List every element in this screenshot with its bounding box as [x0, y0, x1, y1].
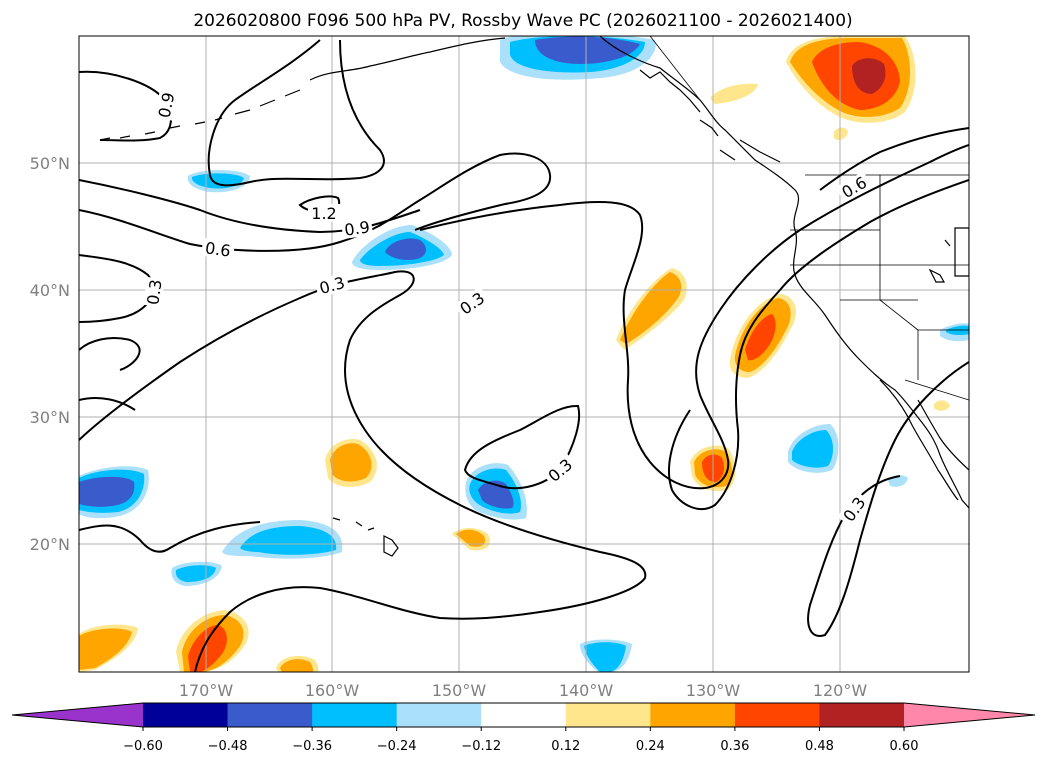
colorbar-segment [565, 703, 651, 727]
colorbar-segment [650, 703, 736, 727]
pos-blob-126w36n-strong [745, 314, 776, 361]
contour-west-south [79, 521, 261, 553]
pv-shading [79, 36, 969, 672]
pos-blob-149w20n-mid [456, 529, 486, 547]
contour-label-bg-7 [541, 452, 579, 488]
gridlines [79, 36, 969, 672]
alaska-canada-border [649, 36, 701, 101]
map-panel: 0.9 1.2 0.9 0.6 0.3 0.3 0.3 0.3 0.6 0.3 [78, 35, 970, 673]
contour-labels: 0.9 1.2 0.9 0.6 0.3 0.3 0.3 0.3 0.6 0.3 [143, 89, 873, 528]
colorbar-segment [481, 703, 567, 727]
pos-blob-small-north [834, 127, 848, 140]
pos-blob-gulf-alaska [710, 83, 758, 104]
contour-label-5: 0.3 [143, 278, 165, 306]
figure-title: 2026020800 F096 500 hPa PV, Rossby Wave … [193, 11, 852, 31]
colorbar-tick-label: −0.48 [208, 739, 248, 754]
state-borders [790, 175, 969, 401]
colorbar-segment [734, 703, 820, 727]
colorbar-segments [143, 703, 905, 727]
lat-label-20n: 20°N [30, 535, 70, 554]
colorbar-tick-label: 0.36 [720, 739, 749, 754]
colorbar-extend-low [12, 703, 143, 727]
colorbar-tick-label: −0.60 [123, 739, 163, 754]
bc-islands [639, 69, 781, 163]
lon-label-150w: 150°W [432, 681, 487, 700]
lat-label-50n: 50°N [30, 154, 70, 173]
neg-blob-west-edge-dark [79, 476, 135, 507]
colorbar-segment [227, 703, 313, 727]
contour-label-bg-1 [308, 204, 340, 222]
contour-0.3-trough [419, 144, 969, 490]
borders [649, 36, 969, 401]
lon-label-130w: 130°W [686, 681, 741, 700]
colorbar-tick-label: −0.36 [292, 739, 332, 754]
longitude-labels: 170°W 160°W 150°W 140°W 130°W 120°W [179, 681, 868, 700]
hawaii-islands [332, 517, 399, 557]
neg-blob-157w43n-dark [385, 238, 426, 260]
colorbar-tick-label: 0.60 [890, 739, 919, 754]
contour-label-3: 0.6 [204, 238, 232, 260]
lat-label-40n: 40°N [30, 281, 70, 300]
contour-0.3-inner [79, 337, 141, 411]
contour-label-0: 0.9 [155, 91, 179, 120]
map-background [79, 36, 969, 672]
lon-label-120w: 120°W [813, 681, 868, 700]
contour-label-bg-4 [314, 272, 350, 298]
contour-label-bg-8 [835, 171, 873, 203]
pos-blob-baja-small [934, 400, 950, 411]
contour-label-bg-9 [837, 490, 871, 528]
lon-label-170w: 170°W [179, 681, 234, 700]
contour-0.6-east [668, 127, 969, 510]
map-frame [78, 35, 970, 673]
pos-blob-162w-mid [280, 659, 314, 672]
colorbar-tick-label: 0.12 [551, 739, 580, 754]
neg-blob-alaska-dark [535, 36, 640, 64]
pos-blob-west-south-mid [79, 628, 132, 670]
lon-label-140w: 140°W [559, 681, 614, 700]
colorbar-extend-high [904, 703, 1035, 727]
colorbar-tick-label: −0.12 [461, 739, 501, 754]
pos-blob-158w27n-mid [330, 443, 372, 482]
latitude-labels: 50°N 40°N 30°N 20°N [30, 154, 70, 554]
neg-blob-hawaii-west-mid [240, 526, 337, 555]
neg-blob-122w27n-mid [792, 430, 833, 468]
baja-coast [879, 379, 969, 501]
pv-contours [79, 39, 969, 672]
colorbar: −0.60 −0.48 −0.36 −0.24 −0.12 0.12 0.24 0.36 0.4… [11, 702, 1036, 754]
contour-0.3-main [79, 270, 647, 672]
contour-label-1: 1.2 [311, 204, 336, 223]
colorbar-segment [819, 703, 905, 727]
colorbar-tick-label: 0.48 [805, 739, 834, 754]
contour-label-bg-0 [154, 89, 178, 121]
colorbar-segment [143, 703, 229, 727]
great-lakes-outline [928, 227, 969, 283]
colorbar-ticks: −0.60 −0.48 −0.36 −0.24 −0.12 0.12 0.24 0.36 0.4… [123, 727, 918, 754]
contour-label-bg-2 [340, 216, 374, 240]
contour-label-bg-6 [453, 286, 491, 320]
lat-label-30n: 30°N [30, 408, 70, 427]
contour-label-2: 0.9 [343, 217, 371, 239]
contour-0.3-loop [463, 404, 581, 490]
contour-label-bg-3 [200, 237, 236, 261]
pos-blob-north-east-dark [852, 58, 886, 94]
colorbar-tick-label: 0.24 [636, 739, 665, 754]
colorbar-segment [396, 703, 482, 727]
contour-0.9-aleutian [207, 39, 385, 187]
contour-label-bg-5 [143, 276, 165, 308]
lon-label-160w: 160°W [305, 681, 360, 700]
colorbar-segment [312, 703, 398, 727]
neg-blob-141w-mid [584, 642, 626, 672]
colorbar-tick-label: −0.24 [377, 739, 417, 754]
